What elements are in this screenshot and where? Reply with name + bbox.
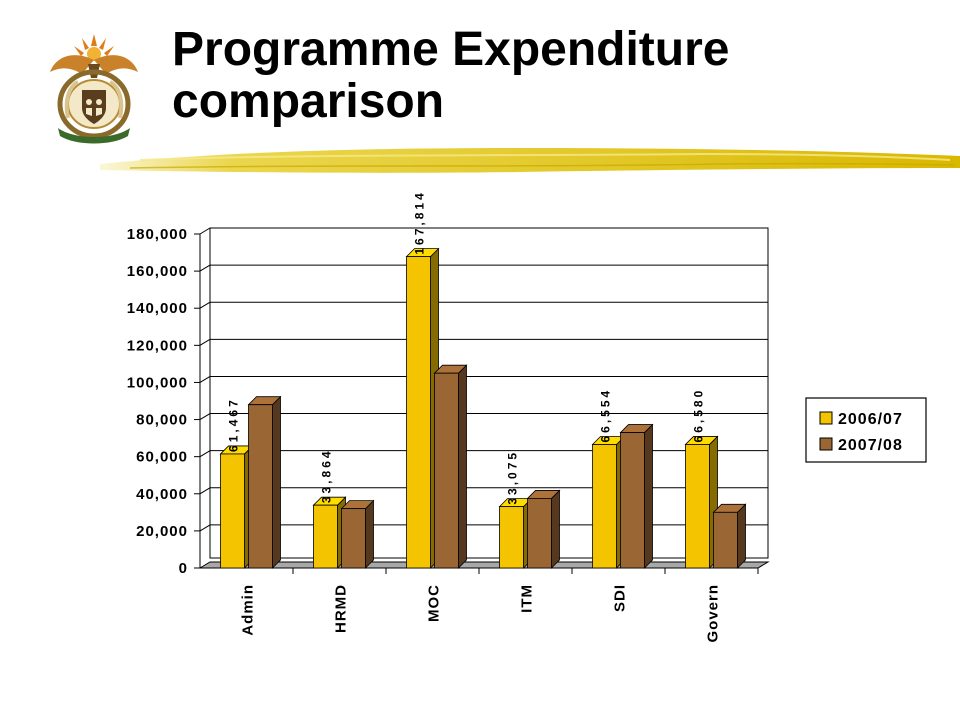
bar-2007-08-front <box>341 508 366 569</box>
bar-2006-07 <box>405 247 440 569</box>
coat-of-arms-icon <box>50 34 138 144</box>
legend-label: 2006/07 <box>838 411 903 428</box>
gridline-depth <box>199 413 211 420</box>
bar-2006-07-front <box>406 256 431 569</box>
y-tick-label: 40,000 <box>136 486 188 503</box>
y-axis: 0 20,000 40,000 60,000 80,000 100,000 120,000 1… <box>127 226 201 577</box>
x-axis: Admin HRMD MOC ITM SDI Govern <box>240 568 759 643</box>
bar-2006-07-front <box>313 504 338 569</box>
bar-2007-08-front <box>527 498 552 569</box>
x-category-label: HRMD <box>333 584 350 633</box>
bar-2007-08-front <box>620 432 645 569</box>
y-tick-label: 180,000 <box>127 226 188 243</box>
gridline-depth <box>199 487 211 495</box>
decorative-brush-stroke <box>100 148 960 173</box>
gridline-depth <box>199 524 211 532</box>
bar-2006-07 <box>312 496 347 569</box>
x-category-label: Govern <box>705 584 722 643</box>
bar-2006-07-front <box>592 444 617 569</box>
data-label: 33,864 <box>320 448 334 503</box>
y-tick-label: 160,000 <box>127 263 188 280</box>
bar-2007-08-side <box>644 423 653 569</box>
data-label: 33,075 <box>506 450 520 505</box>
bar-2007-08-front <box>434 372 459 569</box>
bar-2006-07-front <box>499 506 524 569</box>
bar-2007-08 <box>619 423 654 569</box>
legend-swatch <box>819 411 833 425</box>
bar-2007-08-front <box>713 511 738 569</box>
bars <box>219 247 747 569</box>
bar-2007-08-side <box>365 499 374 569</box>
bar-2007-08 <box>712 503 747 569</box>
y-tick-label: 80,000 <box>136 412 188 429</box>
bar-2007-08 <box>433 364 468 569</box>
floor-top <box>198 561 770 569</box>
gridline-depth <box>199 376 211 383</box>
y-tick-label: 0 <box>179 560 188 577</box>
y-tick-label: 20,000 <box>136 523 188 540</box>
gridline-depth <box>199 264 211 272</box>
y-tick-label: 140,000 <box>127 300 188 317</box>
bar-2007-08 <box>340 499 375 569</box>
chart-floor <box>198 561 770 569</box>
data-label: 167,814 <box>413 190 427 254</box>
gridline-depth <box>199 227 211 235</box>
bar-2007-08-side <box>551 489 560 569</box>
gridline-depth <box>199 338 211 346</box>
gridline-depth <box>199 301 211 309</box>
plot-back-wall <box>209 227 769 559</box>
gridline-depth <box>199 450 211 458</box>
data-labels: 61,467 33,864 167,814 33,075 66,554 66,580 <box>227 190 706 504</box>
data-label: 61,467 <box>227 397 241 452</box>
data-label: 66,580 <box>692 388 706 443</box>
bar-2006-07 <box>498 497 533 569</box>
x-category-label: MOC <box>426 584 443 622</box>
slide-title: Programme Expenditure comparison <box>172 23 730 128</box>
y-tick-label: 120,000 <box>127 337 188 354</box>
legend-label: 2007/08 <box>838 437 903 454</box>
bar-2006-07 <box>684 435 719 569</box>
bar-2007-08-side <box>737 503 746 569</box>
bar-2007-08 <box>526 489 561 569</box>
gridlines <box>199 227 769 559</box>
bar-2006-07-front <box>220 453 245 569</box>
x-category-label: Admin <box>240 584 257 636</box>
legend: 2006/07 2007/08 <box>805 397 927 463</box>
bar-2006-07 <box>591 435 626 569</box>
bar-2007-08-side <box>458 364 467 569</box>
legend-swatch <box>819 437 833 451</box>
data-label: 66,554 <box>599 388 613 443</box>
bar-2006-07 <box>219 444 254 569</box>
bar-2007-08 <box>247 395 282 569</box>
x-category-label: SDI <box>612 584 629 612</box>
bar-2007-08-front <box>248 404 273 569</box>
legend-box <box>805 397 927 463</box>
bar-2006-07-front <box>685 444 710 569</box>
bar-2007-08-side <box>272 395 281 569</box>
y-tick-label: 60,000 <box>136 449 188 466</box>
x-category-label: ITM <box>519 584 536 613</box>
y-tick-label: 100,000 <box>127 374 188 391</box>
